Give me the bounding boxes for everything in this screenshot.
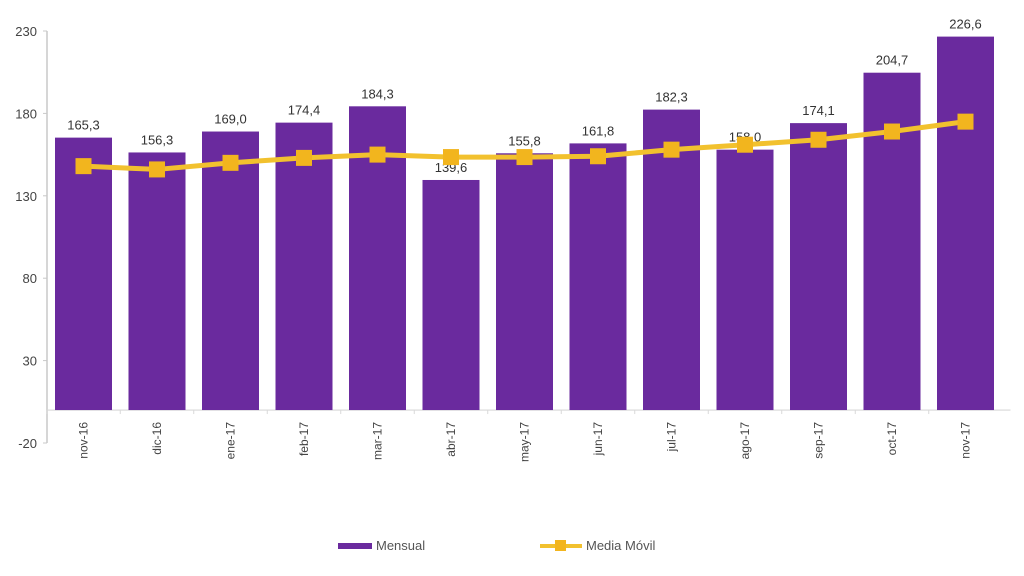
legend-label-media-movil: Media Móvil bbox=[586, 538, 656, 553]
bar-mensual bbox=[422, 179, 480, 411]
bar-mensual bbox=[128, 152, 186, 411]
media-movil-marker bbox=[222, 154, 239, 171]
y-tick-label: -20 bbox=[18, 436, 37, 451]
bar-mensual bbox=[496, 153, 553, 411]
y-tick-label: 180 bbox=[15, 106, 37, 121]
x-category-label: nov-17 bbox=[959, 422, 973, 459]
bar-mensual bbox=[275, 122, 333, 411]
bar-swatch-icon bbox=[338, 542, 372, 549]
x-category-label: ene-17 bbox=[224, 422, 238, 460]
y-tick-label: 80 bbox=[23, 271, 37, 286]
media-movil-marker bbox=[296, 149, 312, 166]
bar-value-label: 161,8 bbox=[582, 123, 615, 138]
bar-value-label: 169,0 bbox=[214, 112, 247, 127]
bar-value-label: 204,7 bbox=[876, 53, 909, 68]
bar-mensual bbox=[863, 72, 921, 411]
bar-value-label: 182,3 bbox=[655, 90, 688, 105]
legend-label-mensual: Mensual bbox=[376, 538, 426, 553]
bar-mensual bbox=[202, 131, 259, 411]
bar-value-label: 174,4 bbox=[288, 103, 321, 118]
bar-mensual bbox=[716, 149, 774, 411]
bar-value-label: 184,3 bbox=[361, 86, 394, 101]
x-category-label: may-17 bbox=[518, 422, 532, 462]
x-category-label: sep-17 bbox=[812, 422, 826, 459]
x-category-label: oct-17 bbox=[885, 422, 899, 456]
bar-value-label: 139,6 bbox=[435, 160, 468, 175]
media-movil-marker bbox=[884, 123, 900, 140]
legend-item-media-movil: Media Móvil bbox=[540, 538, 655, 553]
legend-item-mensual: Mensual bbox=[338, 538, 425, 553]
y-tick-label: 30 bbox=[23, 354, 37, 369]
media-movil-marker bbox=[75, 158, 92, 175]
media-movil-marker bbox=[443, 149, 459, 166]
x-category-label: ago-17 bbox=[738, 422, 752, 460]
media-movil-marker bbox=[369, 146, 386, 163]
bar-mensual bbox=[937, 36, 994, 411]
media-movil-marker bbox=[516, 149, 533, 166]
x-category-label: jun-17 bbox=[591, 422, 605, 457]
bar-value-label: 156,3 bbox=[141, 132, 174, 147]
bar-mensual bbox=[790, 123, 847, 411]
bar-value-label: 165,3 bbox=[67, 118, 100, 133]
bar-value-label: 174,1 bbox=[802, 103, 835, 118]
media-movil-marker bbox=[663, 141, 680, 158]
chart-legend: Mensual Media Móvil bbox=[0, 538, 1024, 560]
media-movil-marker bbox=[590, 148, 606, 165]
bar-mensual bbox=[55, 137, 112, 411]
media-movil-marker bbox=[810, 131, 827, 148]
media-movil-marker bbox=[737, 136, 753, 153]
bar-mensual bbox=[569, 143, 627, 411]
bar-value-label: 226,6 bbox=[949, 17, 982, 32]
x-category-label: feb-17 bbox=[297, 422, 311, 456]
media-movil-marker bbox=[149, 161, 165, 178]
y-tick-label: 130 bbox=[15, 189, 37, 204]
media-movil-marker bbox=[957, 113, 974, 130]
y-tick-label: 230 bbox=[15, 24, 37, 39]
x-category-label: abr-17 bbox=[444, 422, 458, 457]
bar-mensual bbox=[643, 109, 700, 411]
x-category-label: nov-16 bbox=[77, 422, 91, 459]
line-marker-swatch-icon bbox=[540, 539, 582, 551]
bar-value-label: 155,8 bbox=[508, 133, 541, 148]
x-category-label: jul-17 bbox=[665, 422, 679, 453]
x-category-label: dic-16 bbox=[150, 422, 164, 455]
x-category-label: mar-17 bbox=[371, 422, 385, 460]
